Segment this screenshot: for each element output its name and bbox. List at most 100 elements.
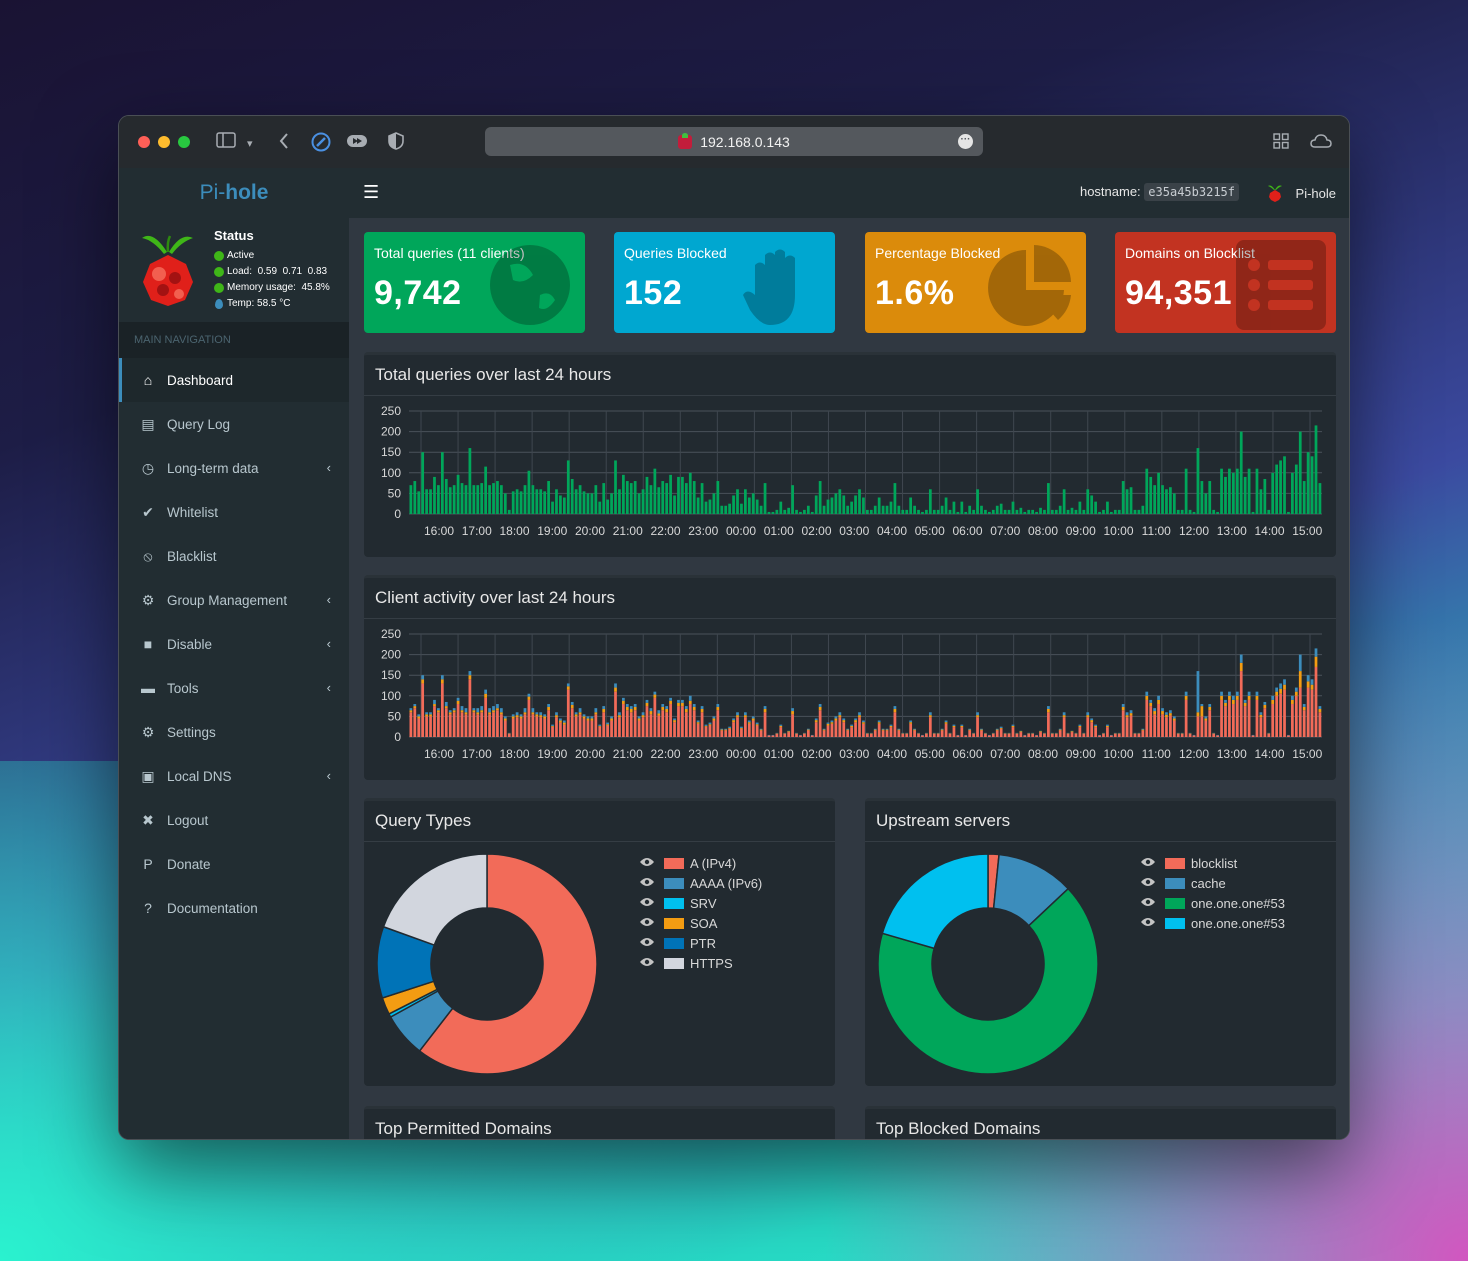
bar[interactable] bbox=[527, 470, 531, 514]
bar[interactable] bbox=[633, 481, 637, 514]
sidebar-item-donate[interactable]: P Donate bbox=[119, 842, 349, 886]
bar[interactable] bbox=[657, 487, 661, 514]
bar[interactable] bbox=[708, 499, 712, 514]
bar[interactable] bbox=[440, 452, 444, 514]
bar[interactable] bbox=[1011, 727, 1015, 737]
bar[interactable] bbox=[1180, 509, 1184, 514]
bar[interactable] bbox=[787, 731, 791, 733]
bar[interactable] bbox=[653, 694, 657, 698]
bar[interactable] bbox=[437, 485, 440, 514]
bar[interactable] bbox=[555, 489, 558, 514]
bar[interactable] bbox=[795, 509, 798, 514]
bar[interactable] bbox=[1161, 485, 1164, 514]
bar[interactable] bbox=[1145, 468, 1149, 514]
bar[interactable] bbox=[1228, 699, 1231, 737]
bar[interactable] bbox=[858, 712, 861, 716]
bar[interactable] bbox=[507, 733, 511, 737]
bar[interactable] bbox=[598, 501, 602, 514]
bar[interactable] bbox=[1019, 507, 1023, 514]
bar[interactable] bbox=[688, 472, 692, 514]
close-window-button[interactable] bbox=[138, 136, 150, 148]
bar[interactable] bbox=[606, 725, 610, 737]
bar[interactable] bbox=[1184, 468, 1188, 514]
bar[interactable] bbox=[759, 505, 763, 514]
bar[interactable] bbox=[1208, 704, 1212, 707]
sidebar-item-disable[interactable]: ■ Disable ‹ bbox=[119, 622, 349, 666]
bar[interactable] bbox=[1216, 735, 1219, 737]
eye-icon[interactable] bbox=[639, 876, 655, 890]
bar[interactable] bbox=[842, 720, 846, 723]
bar[interactable] bbox=[751, 493, 755, 514]
bar[interactable] bbox=[921, 735, 924, 737]
bar[interactable] bbox=[645, 699, 649, 703]
bar[interactable] bbox=[779, 727, 783, 737]
bar[interactable] bbox=[826, 499, 830, 514]
sidebar-item-tools[interactable]: ▬ Tools ‹ bbox=[119, 666, 349, 710]
bar[interactable] bbox=[787, 732, 791, 737]
bar[interactable] bbox=[1310, 456, 1314, 514]
compass-icon[interactable] bbox=[311, 132, 331, 158]
legend-item[interactable]: SRV bbox=[639, 893, 762, 913]
bar[interactable] bbox=[1066, 509, 1070, 514]
bar[interactable] bbox=[1121, 706, 1125, 711]
bar[interactable] bbox=[1058, 729, 1062, 731]
bar[interactable] bbox=[696, 723, 700, 737]
eye-icon[interactable] bbox=[1140, 916, 1156, 930]
bar[interactable] bbox=[629, 483, 633, 514]
bar[interactable] bbox=[1271, 695, 1275, 700]
bar[interactable] bbox=[684, 712, 688, 737]
bar[interactable] bbox=[901, 733, 905, 737]
bar[interactable] bbox=[1141, 729, 1145, 731]
bar[interactable] bbox=[987, 735, 991, 737]
bar[interactable] bbox=[614, 460, 617, 514]
bar[interactable] bbox=[716, 481, 720, 514]
bar[interactable] bbox=[684, 706, 688, 709]
sidebar-item-group-management[interactable]: ⚙ Group Management ‹ bbox=[119, 578, 349, 622]
bar[interactable] bbox=[779, 724, 783, 726]
bar[interactable] bbox=[1228, 691, 1231, 696]
bar[interactable] bbox=[535, 489, 539, 514]
sidebar-item-query-log[interactable]: ▤ Query Log bbox=[119, 402, 349, 446]
bar[interactable] bbox=[1275, 691, 1279, 696]
bar[interactable] bbox=[1294, 464, 1298, 514]
bar[interactable] bbox=[625, 706, 629, 711]
bar[interactable] bbox=[869, 509, 873, 514]
bar[interactable] bbox=[744, 717, 747, 737]
bar[interactable] bbox=[523, 485, 527, 514]
bar[interactable] bbox=[866, 733, 869, 737]
bar[interactable] bbox=[936, 733, 940, 737]
bar[interactable] bbox=[1302, 706, 1306, 711]
bar[interactable] bbox=[1145, 695, 1149, 700]
bar[interactable] bbox=[677, 476, 680, 514]
pihole-brand-logo[interactable]: Pi-hole bbox=[119, 168, 349, 218]
bar[interactable] bbox=[574, 489, 578, 514]
bar[interactable] bbox=[511, 714, 515, 717]
bar[interactable] bbox=[799, 511, 802, 514]
bar[interactable] bbox=[1200, 481, 1204, 514]
bar[interactable] bbox=[995, 505, 999, 514]
bar[interactable] bbox=[425, 489, 428, 514]
eye-icon[interactable] bbox=[1140, 856, 1156, 870]
bar[interactable] bbox=[1157, 704, 1160, 737]
bar[interactable] bbox=[1094, 724, 1097, 726]
bar[interactable] bbox=[759, 730, 763, 737]
bar[interactable] bbox=[834, 718, 838, 721]
bar[interactable] bbox=[1141, 730, 1145, 737]
bar[interactable] bbox=[818, 710, 822, 737]
bar[interactable] bbox=[665, 712, 669, 737]
bar[interactable] bbox=[1129, 715, 1133, 737]
chevron-left-icon[interactable]: ‹ bbox=[326, 592, 331, 607]
legend-item[interactable]: one.one.one#53 bbox=[1140, 913, 1285, 933]
bar[interactable] bbox=[1121, 481, 1125, 514]
bar[interactable] bbox=[657, 715, 661, 737]
bar[interactable] bbox=[484, 466, 488, 514]
bar[interactable] bbox=[708, 724, 712, 726]
bar[interactable] bbox=[503, 493, 507, 514]
bar[interactable] bbox=[1251, 735, 1255, 737]
bar[interactable] bbox=[984, 509, 987, 514]
bar[interactable] bbox=[559, 718, 562, 721]
bar[interactable] bbox=[1043, 509, 1046, 514]
bar[interactable] bbox=[1086, 715, 1090, 718]
sidebar-toggle-icon[interactable] bbox=[216, 132, 236, 154]
bar[interactable] bbox=[1169, 710, 1172, 714]
